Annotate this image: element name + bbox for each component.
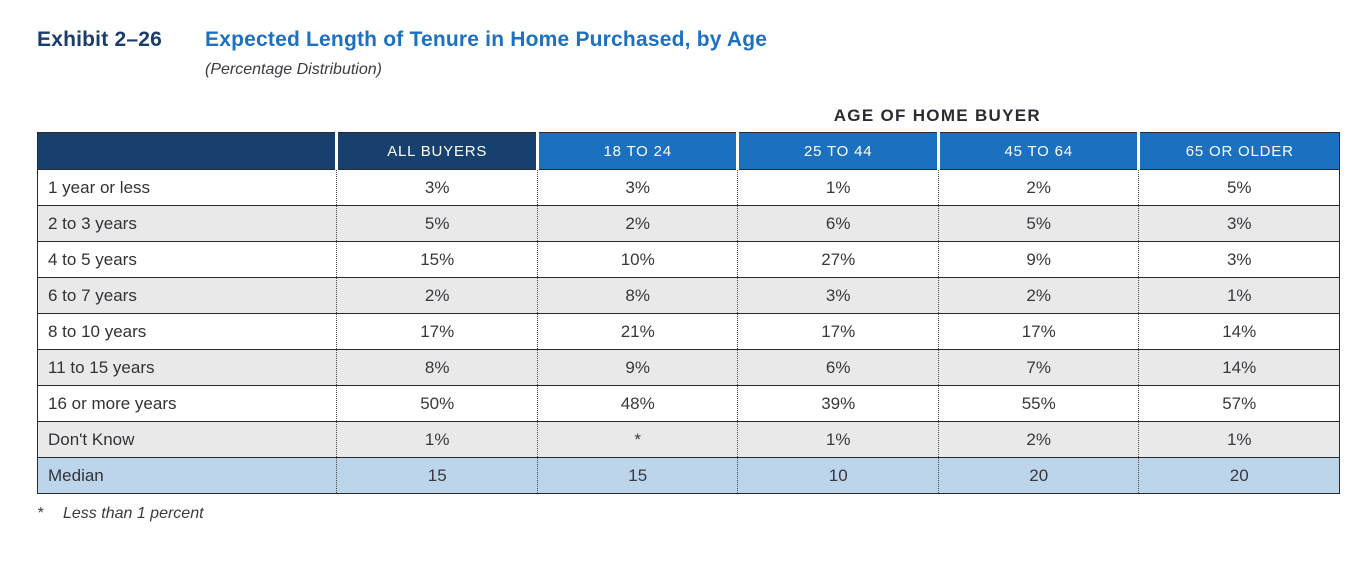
row-label: Don't Know [36,421,337,458]
column-header: 45 TO 64 [936,132,1139,170]
data-cell: 9% [937,241,1139,278]
data-cell: 3% [1138,241,1340,278]
exhibit-page: Exhibit 2–26 Expected Length of Tenure i… [36,28,1340,523]
data-cell: 10% [536,241,738,278]
data-cell: 8% [336,349,538,386]
footnote-text: Less than 1 percent [63,505,204,522]
data-cell: 15% [336,241,538,278]
data-cell: 3% [1138,205,1340,242]
exhibit-subtitle: (Percentage Distribution) [205,61,382,78]
row-label: 2 to 3 years [36,205,337,242]
data-cell: 10 [737,457,939,494]
data-cell: 2% [937,277,1139,314]
row-label: 4 to 5 years [36,241,337,278]
data-cell: 14% [1138,313,1340,350]
table-row: 6 to 7 years 2% 8% 3% 2% 1% [36,277,1340,314]
data-cell: 20 [1138,457,1340,494]
data-cell: 2% [937,421,1139,458]
table-row: 16 or more years 50% 48% 39% 55% 57% [36,385,1340,422]
data-cell: 5% [336,205,538,242]
header-row: ALL BUYERS 18 TO 24 25 TO 44 45 TO 64 65 OR … [37,132,1340,170]
table-row: 4 to 5 years 15% 10% 27% 9% 3% [36,241,1340,278]
data-cell: 1% [336,421,538,458]
data-cell: 2% [937,169,1139,206]
table-row: 1 year or less 3% 3% 1% 2% 5% [36,169,1340,206]
data-cell: 21% [536,313,738,350]
data-cell: 2% [536,205,738,242]
data-cell: 17% [336,313,538,350]
row-label: 8 to 10 years [36,313,337,350]
data-cell: 20 [937,457,1139,494]
exhibit-header: Exhibit 2–26 Expected Length of Tenure i… [37,28,1340,79]
corner-cell [37,132,337,170]
table-row: 2 to 3 years 5% 2% 6% 5% 3% [36,205,1340,242]
data-cell: 2% [336,277,538,314]
data-cell: 1% [1138,277,1340,314]
data-cell: 15 [536,457,738,494]
table-row: 8 to 10 years 17% 21% 17% 17% 14% [36,313,1340,350]
data-cell: 8% [536,277,738,314]
data-cell: 50% [336,385,538,422]
group-header-band: AGE OF HOME BUYER [37,106,1340,126]
table-body: 1 year or less 3% 3% 1% 2% 5% 2 to 3 years 5% 2%… [36,169,1340,494]
data-cell: 17% [937,313,1139,350]
data-cell: * [536,421,738,458]
row-label: 6 to 7 years [36,277,337,314]
column-header: 65 OR OLDER [1137,132,1340,170]
exhibit-number: Exhibit 2–26 [37,28,162,51]
data-cell: 3% [336,169,538,206]
data-cell: 14% [1138,349,1340,386]
page-title: Expected Length of Tenure in Home Purcha… [205,28,768,51]
tenure-by-age-table: ALL BUYERS 18 TO 24 25 TO 44 45 TO 64 65 OR … [36,132,1340,494]
data-cell: 48% [536,385,738,422]
data-cell: 57% [1138,385,1340,422]
data-cell: 7% [937,349,1139,386]
data-cell: 39% [737,385,939,422]
footnote-marker: * [37,505,44,522]
data-cell: 5% [1138,169,1340,206]
table-row: Don't Know 1% * 1% 2% 1% [36,421,1340,458]
row-label: Median [36,457,337,494]
table-row: Median 15 15 10 20 20 [36,457,1340,494]
data-cell: 55% [937,385,1139,422]
data-cell: 17% [737,313,939,350]
row-label: 16 or more years [36,385,337,422]
table-row: 11 to 15 years 8% 9% 6% 7% 14% [36,349,1340,386]
data-cell: 6% [737,205,939,242]
column-header: ALL BUYERS [335,132,538,170]
footnote: * Less than 1 percent [37,505,1340,523]
data-cell: 3% [536,169,738,206]
data-cell: 1% [737,421,939,458]
data-cell: 3% [737,277,939,314]
data-cell: 15 [336,457,538,494]
data-cell: 5% [937,205,1139,242]
column-header: 25 TO 44 [736,132,939,170]
data-cell: 1% [737,169,939,206]
data-cell: 6% [737,349,939,386]
row-label: 1 year or less [36,169,337,206]
age-group-header: AGE OF HOME BUYER [833,106,1041,125]
row-label: 11 to 15 years [36,349,337,386]
data-cell: 27% [737,241,939,278]
column-header: 18 TO 24 [535,132,738,170]
data-cell: 1% [1138,421,1340,458]
data-cell: 9% [536,349,738,386]
